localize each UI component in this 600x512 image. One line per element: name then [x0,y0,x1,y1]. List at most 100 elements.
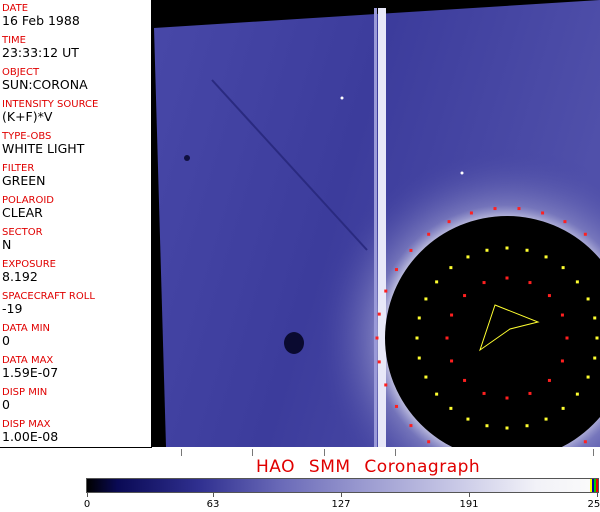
field-value: CLEAR [2,205,43,220]
field-label: INTENSITY SOURCE [2,99,99,110]
field-sector: SECTOR N [2,227,43,252]
occulter-disk [385,216,600,460]
field-value: -19 [2,301,23,316]
field-disp-min: DISP MIN 0 [2,387,47,412]
overlay-marker [583,232,587,236]
header-info-panel: DATE 16 Feb 1988 TIME 23:33:12 UT OBJECT SUN:… [0,0,152,448]
overlay-marker [561,266,565,270]
overlay-marker [563,220,567,224]
field-date: DATE 16 Feb 1988 [2,3,80,28]
overlay-marker [409,248,413,252]
field-object: OBJECT SUN:CORONA [2,67,88,92]
field-value: 23:33:12 UT [2,45,79,60]
field-label: FILTER [2,163,35,174]
field-exposure: EXPOSURE 8.192 [2,259,56,284]
overlay-marker [427,440,431,444]
overlay-marker [424,375,428,379]
field-data-min: DATA MIN 0 [2,323,50,348]
overlay-marker [450,359,454,363]
overlay-marker [449,406,453,410]
overlay-marker [560,313,564,317]
overlay-marker [541,211,545,215]
field-value: 0 [2,397,10,412]
overlay-marker [544,255,548,259]
overlay-marker [447,220,451,224]
field-value: 16 Feb 1988 [2,13,80,28]
field-value: 1.59E-07 [2,365,59,380]
dark-spot [284,332,304,354]
plot-title: HAO SMM Coronagraph [256,457,481,477]
field-value: SUN:CORONA [2,77,88,92]
overlay-marker [595,336,599,340]
overlay-marker [505,276,509,280]
colorbar-tick-label: 0 [83,499,91,510]
overlay-marker [485,248,489,252]
overlay-marker [505,396,509,400]
colorbar-tick [213,493,214,497]
overlay-marker [547,294,551,298]
field-label: DATA MIN [2,323,50,334]
region-outline [479,304,540,352]
overlay-marker [547,378,551,382]
overlay-marker [586,297,590,301]
overlay-marker [528,281,532,285]
field-label: OBJECT [2,67,40,78]
overlay-marker [409,424,413,428]
overlay-marker [435,392,439,396]
field-polaroid: POLAROID CLEAR [2,195,54,220]
field-label: SECTOR [2,227,43,238]
field-time: TIME 23:33:12 UT [2,35,79,60]
overlay-marker [525,248,529,252]
overlay-marker [544,417,548,421]
field-data-max: DATA MAX 1.59E-07 [2,355,58,380]
field-label: DATE [2,3,29,14]
pylon-streak [378,8,386,447]
colorbar-tick [469,493,470,497]
overlay-marker [415,336,419,340]
coronagraph-image [152,0,600,460]
field-label: DATA MAX [2,355,54,366]
overlay-marker [463,294,467,298]
field-label: TIME [2,35,27,46]
field-disp-max: DISP MAX 1.00E-08 [2,419,58,444]
overlay-marker [575,280,579,284]
overlay-marker [435,280,439,284]
colorbar-tick [597,493,598,497]
overlay-marker [575,392,579,396]
overlay-marker [482,281,486,285]
overlay-markers [375,207,599,444]
colorbar-tick-label: 63 [206,499,220,510]
overlay-marker [485,424,489,428]
overlay-marker [565,336,569,340]
overlay-marker [466,417,470,421]
overlay-marker [427,232,431,236]
overlay-marker [384,383,388,387]
field-type-obs: TYPE-OBS WHITE LIGHT [2,131,84,156]
overlay-marker [463,378,467,382]
field-label: POLAROID [2,195,55,206]
field-filter: FILTER GREEN [2,163,46,188]
overlay-marker [375,336,379,340]
overlay-marker [505,426,509,430]
overlay-marker [417,316,421,320]
overlay-marker [394,268,398,272]
overlay-marker [377,312,381,316]
overlay-marker [466,255,470,259]
field-value: N [2,237,12,252]
overlay-marker [528,391,532,395]
field-label: TYPE-OBS [2,131,52,142]
overlay-marker [417,356,421,360]
field-value: WHITE LIGHT [2,141,85,156]
overlay-marker [450,313,454,317]
overlay-marker [505,246,509,250]
field-label: EXPOSURE [2,259,57,270]
colorbar-tick [341,493,342,497]
overlay-marker [394,404,398,408]
overlay-marker [525,424,529,428]
overlay-marker [517,207,521,211]
colorbar [86,478,599,493]
colorbar-tick [87,493,88,497]
overlay-marker [377,360,381,364]
field-label: DISP MIN [2,387,48,398]
overlay-marker [586,375,590,379]
